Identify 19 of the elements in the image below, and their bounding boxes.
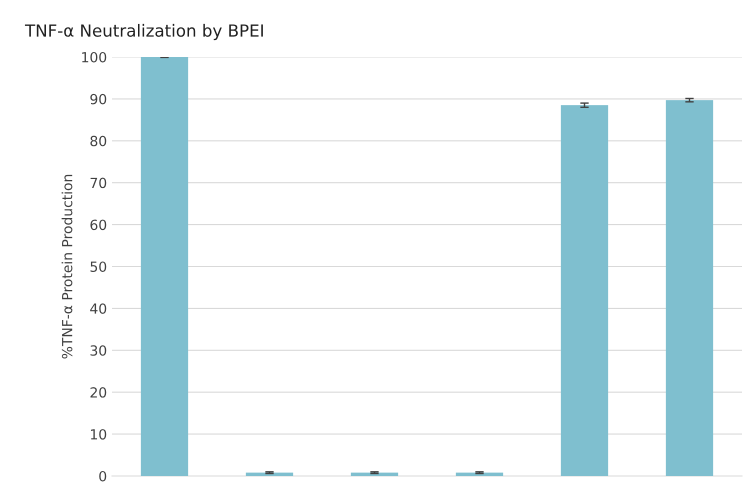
bar xyxy=(666,100,714,476)
y-tick-label: 80 xyxy=(90,136,106,146)
bar xyxy=(140,57,188,476)
y-tick-label: 20 xyxy=(90,387,106,398)
y-tick-label: 10 xyxy=(90,429,106,440)
y-tick-label: 50 xyxy=(90,261,106,272)
y-tick-label: 60 xyxy=(90,220,106,230)
bar xyxy=(350,472,398,476)
y-tick-label: 70 xyxy=(90,178,106,188)
y-axis-title: %TNF-α Protein Production xyxy=(62,174,72,359)
y-tick-label: 40 xyxy=(90,303,106,314)
y-tick-label: 0 xyxy=(99,470,106,482)
bar xyxy=(560,105,608,476)
y-tick-label: 100 xyxy=(82,52,106,62)
bar xyxy=(456,472,504,476)
y-tick-label: 90 xyxy=(90,94,106,104)
y-tick-label: 30 xyxy=(90,345,106,356)
chart-title: TNF-α Neutralization by BPEI xyxy=(24,24,263,40)
bar xyxy=(246,472,294,476)
